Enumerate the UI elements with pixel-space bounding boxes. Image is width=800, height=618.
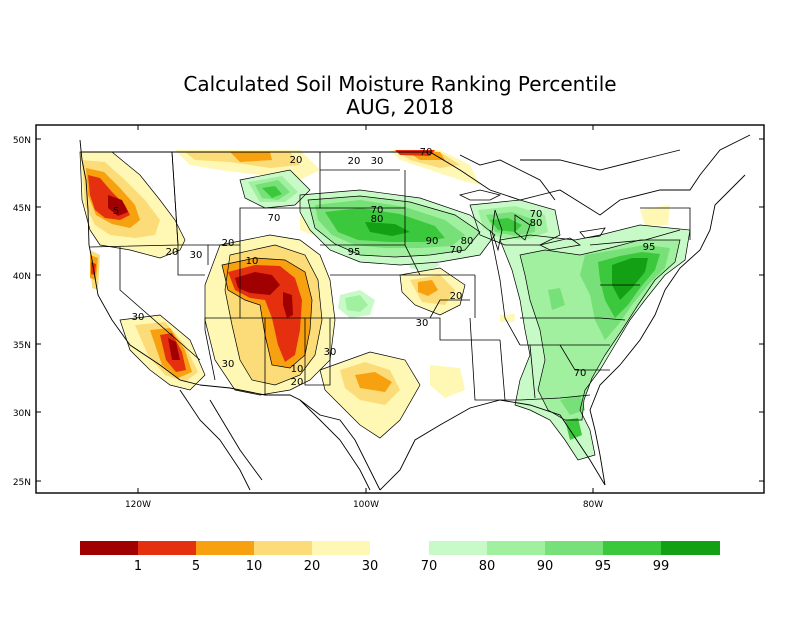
legend (80, 541, 720, 555)
map-subtitle: AUG, 2018 (346, 95, 454, 119)
legend-swatch-70 (429, 541, 487, 555)
legend-swatch-1 (80, 541, 138, 555)
contour-lines (79, 151, 691, 461)
map-title: Calculated Soil Moisture Ranking Percent… (183, 72, 617, 96)
contour-label: 20 (222, 238, 235, 249)
legend-swatch-80 (487, 541, 545, 555)
contour-label: 20 (290, 155, 303, 166)
legend-label-20: 20 (304, 559, 321, 574)
map-frame (35, 124, 765, 494)
legend-label-70: 70 (421, 559, 438, 574)
contour-label: 20 (348, 156, 361, 167)
legend-label-1: 1 (134, 559, 142, 574)
legend-label-99: 99 (653, 559, 670, 574)
lat-label-45n: 45N (13, 204, 31, 214)
legend-swatch-10 (196, 541, 254, 555)
latitude-axis (36, 138, 764, 482)
contour-label: 30 (324, 347, 337, 358)
contour-label: 30 (132, 312, 145, 323)
state-boundaries (89, 151, 691, 401)
lat-label-50n: 50N (13, 136, 31, 146)
legend-label-5: 5 (192, 559, 200, 574)
contour-label: 70 (530, 209, 543, 220)
contour-label: 10 (246, 256, 259, 267)
legend-swatch-5 (138, 541, 196, 555)
contour-label: 90 (426, 236, 439, 247)
contour-label: 80 (371, 214, 384, 225)
contour-label: 70 (371, 205, 384, 216)
contour-label: 70 (450, 245, 463, 256)
contour-label: 30 (190, 250, 203, 261)
legend-swatch-30 (312, 541, 370, 555)
contour-label: 70 (268, 213, 281, 224)
contour-label: 70 (574, 368, 587, 379)
lon-label-80w: 80W (583, 500, 603, 510)
legend-label-90: 90 (537, 559, 554, 574)
contour-label: 95 (643, 242, 656, 253)
longitude-axis (137, 125, 594, 493)
lon-label-100w: 100W (353, 500, 379, 510)
legend-label-80: 80 (479, 559, 496, 574)
lat-label-30n: 30N (13, 409, 31, 419)
wet-99-shading (365, 222, 648, 300)
lon-label-120w: 120W (125, 500, 151, 510)
contour-label: 20 (291, 377, 304, 388)
contour-label: 20 (166, 247, 179, 258)
contour-label: 30 (416, 318, 429, 329)
legend-swatch-20 (254, 541, 312, 555)
coastlines (79, 134, 751, 491)
contour-label: 95 (348, 247, 361, 258)
contour-label: 5 (113, 206, 119, 217)
contour-label: 20 (450, 291, 463, 302)
contour-label: 30 (371, 156, 384, 167)
legend-swatch-99 (661, 541, 720, 555)
great-lakes (458, 189, 606, 252)
lat-label-35n: 35N (13, 341, 31, 351)
dry-1-shading (108, 195, 293, 360)
contour-label: 10 (291, 364, 304, 375)
map-area (79, 134, 751, 491)
legend-label-95: 95 (595, 559, 612, 574)
lat-label-40n: 40N (13, 272, 31, 282)
legend-label-30: 30 (362, 559, 379, 574)
lat-label-25n: 25N (13, 478, 31, 488)
contour-label: 70 (420, 147, 433, 158)
contour-label: 30 (222, 359, 235, 370)
legend-swatch-95 (603, 541, 661, 555)
contour-label: 80 (461, 236, 474, 247)
legend-label-10: 10 (246, 559, 263, 574)
contour-labels: 5 10 20 20 20 20 30 30 30 30 30 10 20 70… (113, 147, 656, 388)
contour-label: 80 (530, 218, 543, 229)
legend-swatch-90 (545, 541, 603, 555)
